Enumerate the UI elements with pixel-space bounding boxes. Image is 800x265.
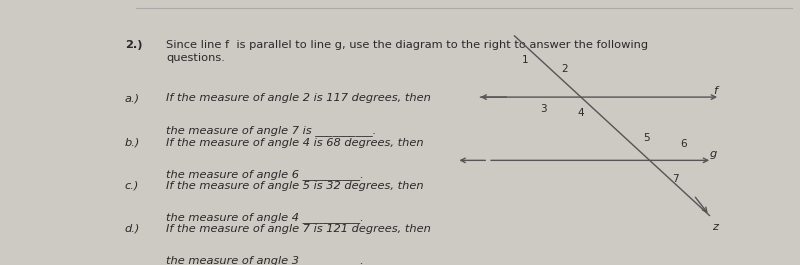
Text: d.): d.): [125, 224, 140, 234]
Text: 2: 2: [562, 64, 568, 73]
Text: If the measure of angle 5 is 32 degrees, then: If the measure of angle 5 is 32 degrees,…: [166, 181, 423, 191]
Text: 4: 4: [577, 108, 584, 118]
Text: the measure of angle 3 __________.: the measure of angle 3 __________.: [166, 255, 364, 265]
Text: f: f: [714, 86, 718, 96]
Text: If the measure of angle 4 is 68 degrees, then: If the measure of angle 4 is 68 degrees,…: [166, 138, 423, 148]
Text: z: z: [712, 222, 718, 232]
Text: If the measure of angle 2 is 117 degrees, then: If the measure of angle 2 is 117 degrees…: [166, 93, 431, 103]
Text: 7: 7: [672, 174, 678, 184]
Text: If the measure of angle 7 is 121 degrees, then: If the measure of angle 7 is 121 degrees…: [166, 224, 431, 234]
Text: 6: 6: [680, 139, 686, 149]
Text: the measure of angle 7 is __________.: the measure of angle 7 is __________.: [166, 125, 376, 136]
Text: 2.): 2.): [125, 40, 142, 50]
Text: b.): b.): [125, 138, 140, 148]
Text: Since line f  is parallel to line g, use the diagram to the right to answer the : Since line f is parallel to line g, use …: [166, 40, 648, 63]
Text: 1: 1: [522, 55, 528, 65]
Text: g: g: [710, 149, 718, 159]
Text: c.): c.): [125, 181, 139, 191]
Text: a.): a.): [125, 93, 140, 103]
Text: the measure of angle 4 __________.: the measure of angle 4 __________.: [166, 212, 364, 223]
Text: 5: 5: [643, 133, 650, 143]
Text: the measure of angle 6 __________.: the measure of angle 6 __________.: [166, 170, 364, 180]
Text: 3: 3: [540, 104, 546, 114]
